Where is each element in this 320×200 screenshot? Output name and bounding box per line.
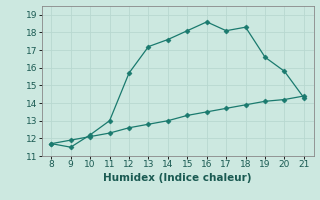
X-axis label: Humidex (Indice chaleur): Humidex (Indice chaleur) xyxy=(103,173,252,183)
